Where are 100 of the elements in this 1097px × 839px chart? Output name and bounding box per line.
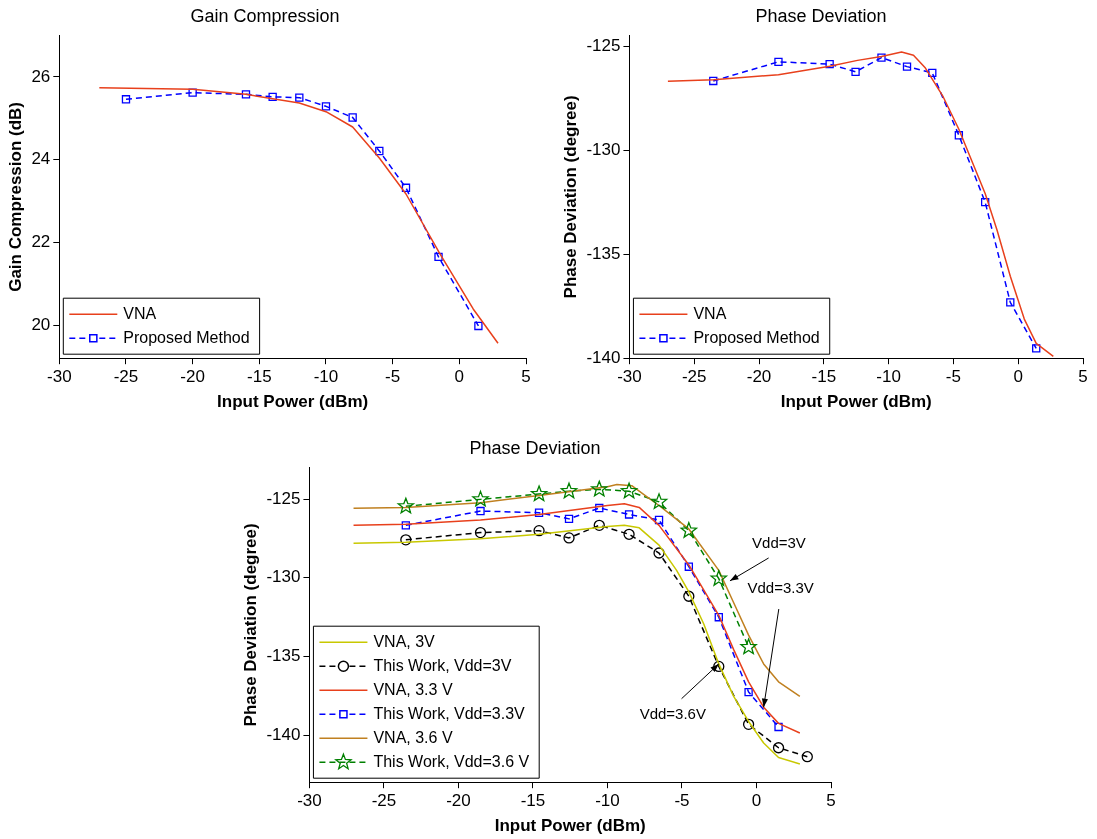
annotation: Vdd=3.6V [639,705,706,723]
legend-label: VNA [693,304,727,322]
x-tick-label: -10 [876,367,901,387]
annotation: Vdd=3.3V [747,579,814,597]
point [188,88,197,97]
x-tick-label: 5 [1078,367,1088,387]
point [434,252,443,262]
point [321,102,331,111]
point [623,528,635,540]
y-axis-title: Phase Deviation (degree) [560,95,580,299]
legend-label: This Work, Vdd=3.3V [373,704,526,722]
point [877,53,886,62]
x-tick-label: -25 [371,791,397,811]
point [474,321,483,331]
point [714,613,723,622]
y-tick-label: -130 [586,139,621,159]
point [774,57,783,67]
point [564,514,574,524]
point [375,146,384,156]
point [400,534,412,546]
point [801,751,813,763]
point [772,742,785,754]
legend-label: Proposed Method [123,328,250,346]
y-axis-title: Gain Compression (dB) [5,101,25,292]
point [825,59,834,69]
x-tick-label: -15 [247,367,272,387]
point [593,519,605,531]
point [713,660,725,673]
x-tick-label: -15 [811,367,837,387]
x-axis-title: Input Power (dBm) [780,392,932,412]
x-axis-title: Input Power (dBm) [217,392,369,412]
y-tick-label: -130 [266,567,301,587]
x-tick-label: 0 [751,791,762,811]
point [928,68,937,78]
x-tick-label: -20 [446,791,471,811]
x-tick-label: -5 [385,367,401,387]
point [121,95,131,104]
point [742,718,755,730]
legend-label: VNA, 3.6 V [373,728,453,746]
y-tick-label: -135 [586,243,621,263]
point [595,503,604,513]
x-axis-title: Input Power (dBm) [494,816,646,836]
y-tick-label: 26 [31,66,51,86]
point [472,490,489,507]
y-tick-label: -135 [266,646,301,666]
point [620,482,638,499]
x-tick-label: -5 [674,791,690,811]
point [534,508,544,517]
point [680,522,698,538]
x-tick-label: 5 [521,367,531,387]
point [295,93,304,102]
y-tick-label: -140 [586,347,621,367]
x-tick-label: 0 [454,367,465,387]
x-tick-label: -30 [297,791,322,811]
x-tick-label: -10 [595,791,620,811]
y-tick-label: -125 [586,35,621,55]
y-tick-label: 20 [31,314,51,334]
y-tick-label: -125 [266,488,301,508]
chart-title: Phase Deviation [469,437,601,458]
point [530,485,548,502]
point [650,493,668,510]
point [348,113,357,122]
y-tick-label: -140 [266,724,301,744]
x-tick-label: -25 [113,367,139,387]
x-tick-label: -5 [945,367,961,387]
point [744,687,753,697]
legend-label: This Work, Vdd=3.6 V [373,752,530,770]
point [709,76,718,86]
point [980,197,990,207]
legend-label: Proposed Method [693,328,820,346]
point [710,570,728,586]
x-tick-label: -20 [180,367,205,387]
x-tick-label: 0 [1013,367,1023,387]
point [653,547,665,559]
legend-label: VNA [123,304,157,322]
point [401,521,411,530]
point [563,532,575,544]
point [591,480,608,497]
x-tick-label: -25 [681,367,707,387]
point [683,590,695,602]
y-tick-label: 22 [31,232,51,252]
point [654,515,664,525]
y-axis-title: Phase Deviation (degree) [240,523,260,727]
point [474,526,487,539]
x-tick-label: 5 [826,791,836,811]
point [954,131,964,140]
x-tick-label: -15 [520,791,546,811]
point [533,525,545,537]
legend-label: VNA, 3.3 V [373,680,453,698]
x-tick-label: -10 [313,367,339,387]
point [397,497,415,514]
legend-label: VNA, 3V [373,632,436,650]
point [560,482,578,499]
point [401,183,411,192]
point [268,92,277,101]
x-tick-label: -20 [746,367,772,387]
chart-title: Phase Deviation [755,5,887,26]
point [774,722,783,732]
legend-label: This Work, Vdd=3V [373,656,512,674]
point [684,562,694,571]
